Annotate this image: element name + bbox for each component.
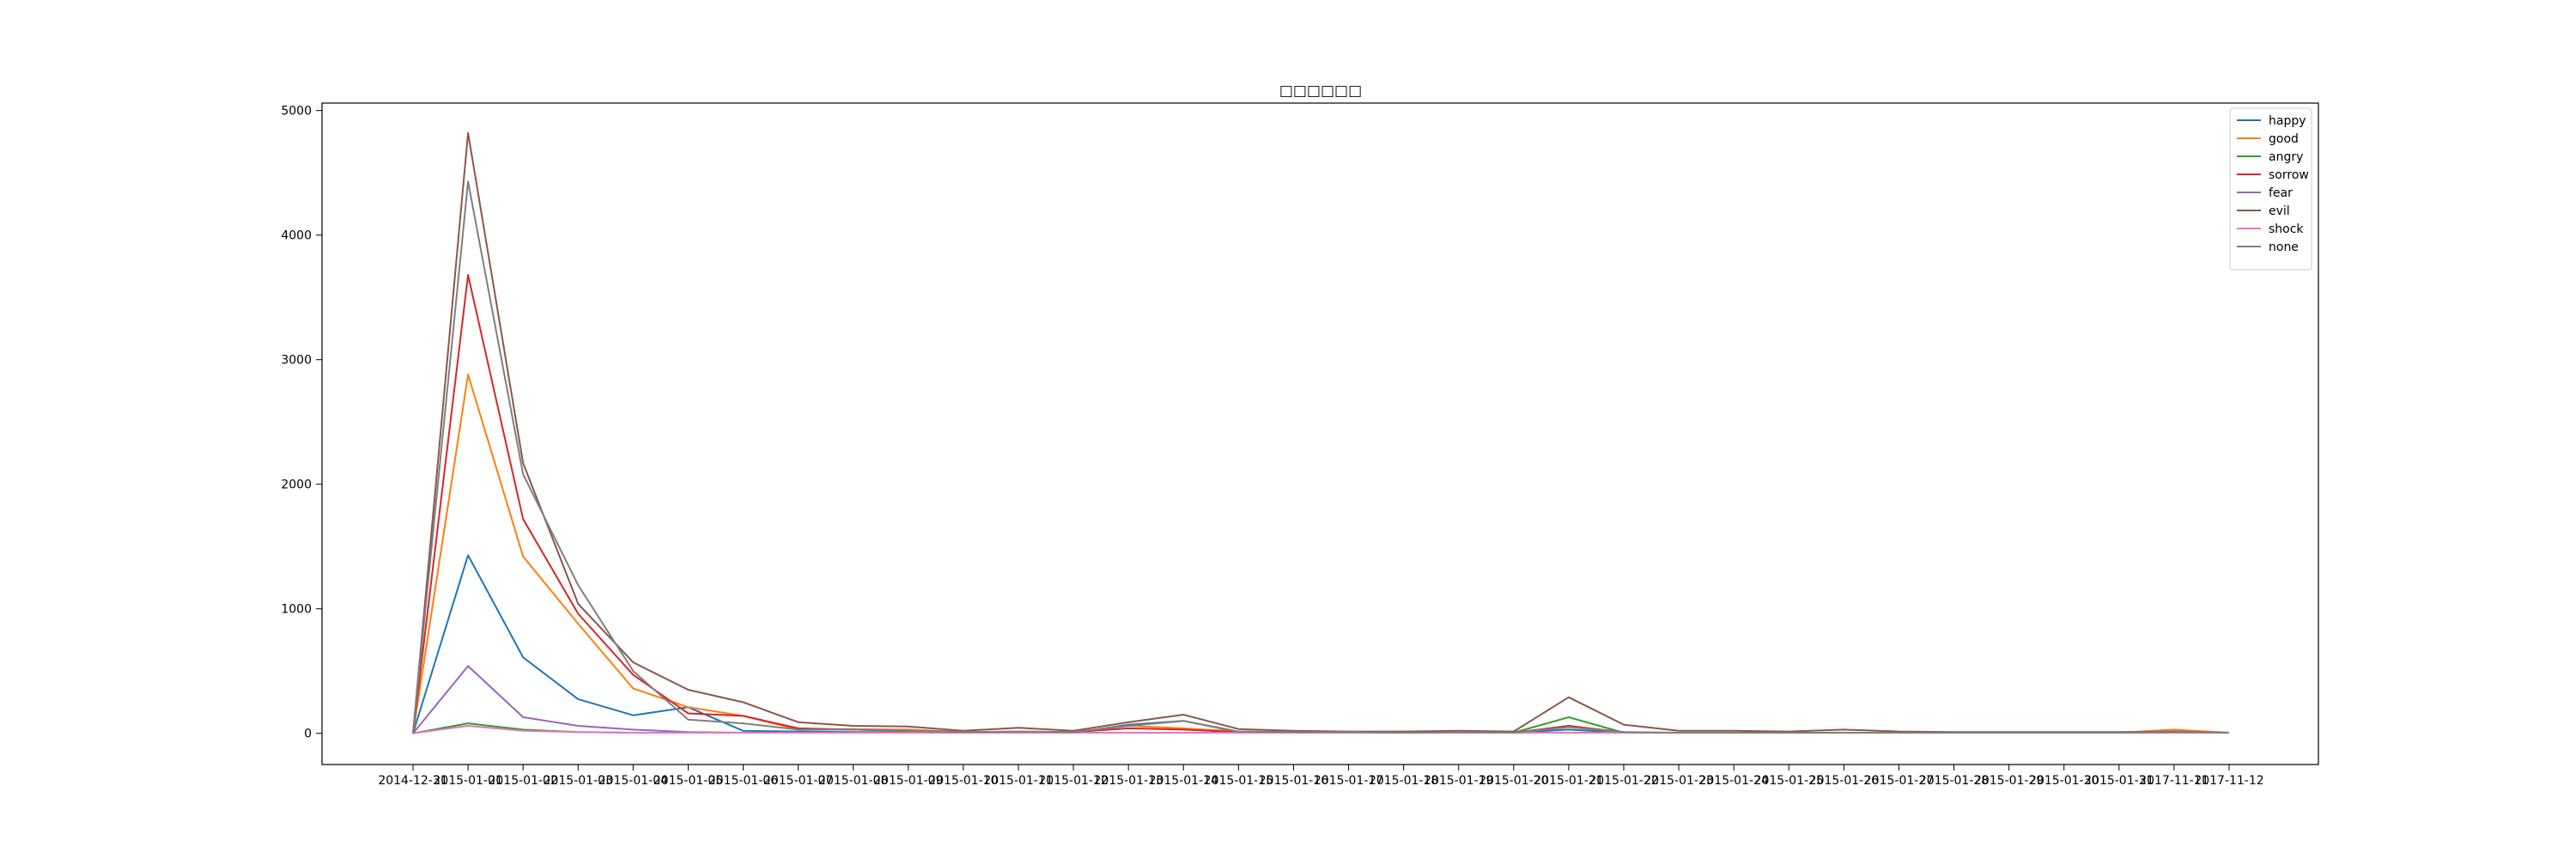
series-line-fear — [412, 665, 2229, 734]
x-tick-label: 2015-01-22 — [1589, 774, 1658, 788]
legend-label-happy: happy — [2269, 114, 2306, 128]
series-line-good — [412, 374, 2230, 734]
x-tick-label: 2015-01-16 — [1259, 774, 1328, 788]
y-tick-label: 4000 — [281, 229, 312, 243]
series-line-none — [412, 180, 2230, 734]
x-tick-label: 2015-01-10 — [928, 774, 998, 788]
x-tick-label: 2015-01-09 — [873, 774, 943, 788]
x-tick-label: 2015-01-04 — [598, 774, 668, 788]
x-tick-label: 2015-01-31 — [2084, 774, 2154, 788]
x-tick-label: 2015-01-28 — [1919, 774, 1989, 788]
x-tick-label: 2015-01-26 — [1809, 774, 1879, 788]
legend-label-good: good — [2269, 132, 2299, 146]
x-tick-label: 2015-01-27 — [1864, 774, 1934, 788]
y-axis: 0 1000 2000 3000 4000 5000 — [281, 105, 322, 741]
x-tick-label: 2015-01-02 — [488, 774, 557, 788]
legend-label-shock: shock — [2269, 222, 2304, 236]
x-tick-label: 2014-12-31 — [378, 774, 447, 788]
x-tick-label: 2015-01-01 — [433, 774, 502, 788]
x-tick-label: 2015-01-21 — [1534, 774, 1603, 788]
x-tick-label: 2015-01-15 — [1204, 774, 1273, 788]
legend: happy good angry sorrow fear evil shock none — [2229, 107, 2312, 271]
y-tick-label: 2000 — [281, 478, 312, 492]
x-tick-label: 2015-01-11 — [983, 774, 1053, 788]
x-tick-label: 2015-01-13 — [1093, 774, 1163, 788]
x-tick-label: 2017-11-12 — [2194, 774, 2263, 788]
x-tick-label: 2015-01-03 — [544, 774, 613, 788]
x-axis: 2014-12-312015-01-012015-01-022015-01-03… — [378, 765, 2264, 788]
x-tick-label: 2015-01-23 — [1643, 774, 1713, 788]
y-tick-label: 5000 — [281, 105, 312, 119]
x-tick-label: 2015-01-30 — [2029, 774, 2099, 788]
y-tick-label: 1000 — [281, 603, 312, 617]
x-tick-label: 2015-01-24 — [1698, 774, 1768, 788]
x-tick-label: 2015-01-08 — [818, 774, 888, 788]
chart-title: □□□□□□ — [1279, 82, 1362, 100]
x-tick-label: 2015-01-05 — [653, 774, 723, 788]
y-tick-label: 3000 — [281, 354, 312, 368]
y-tick-label: 0 — [304, 728, 312, 741]
series-line-sorrow — [412, 274, 2230, 734]
x-tick-label: 2015-01-14 — [1149, 774, 1218, 788]
x-tick-label: 2015-01-25 — [1754, 774, 1824, 788]
legend-label-fear: fear — [2269, 186, 2293, 200]
x-tick-label: 2015-01-12 — [1038, 774, 1108, 788]
legend-label-evil: evil — [2269, 204, 2290, 218]
legend-label-angry: angry — [2269, 150, 2303, 164]
x-tick-label: 2017-11-11 — [2139, 774, 2208, 788]
legend-label-sorrow: sorrow — [2269, 168, 2309, 182]
series-layer — [412, 131, 2230, 734]
x-tick-label: 2015-01-18 — [1369, 774, 1438, 788]
x-tick-label: 2015-01-07 — [763, 774, 833, 788]
x-tick-label: 2015-01-06 — [708, 774, 778, 788]
legend-label-none: none — [2269, 241, 2299, 254]
x-tick-label: 2015-01-17 — [1314, 774, 1383, 788]
x-tick-label: 2015-01-29 — [1974, 774, 2044, 788]
x-tick-label: 2015-01-20 — [1479, 774, 1548, 788]
plot-area-frame — [321, 102, 2319, 765]
series-line-evil — [412, 131, 2230, 734]
x-tick-label: 2015-01-19 — [1424, 774, 1493, 788]
